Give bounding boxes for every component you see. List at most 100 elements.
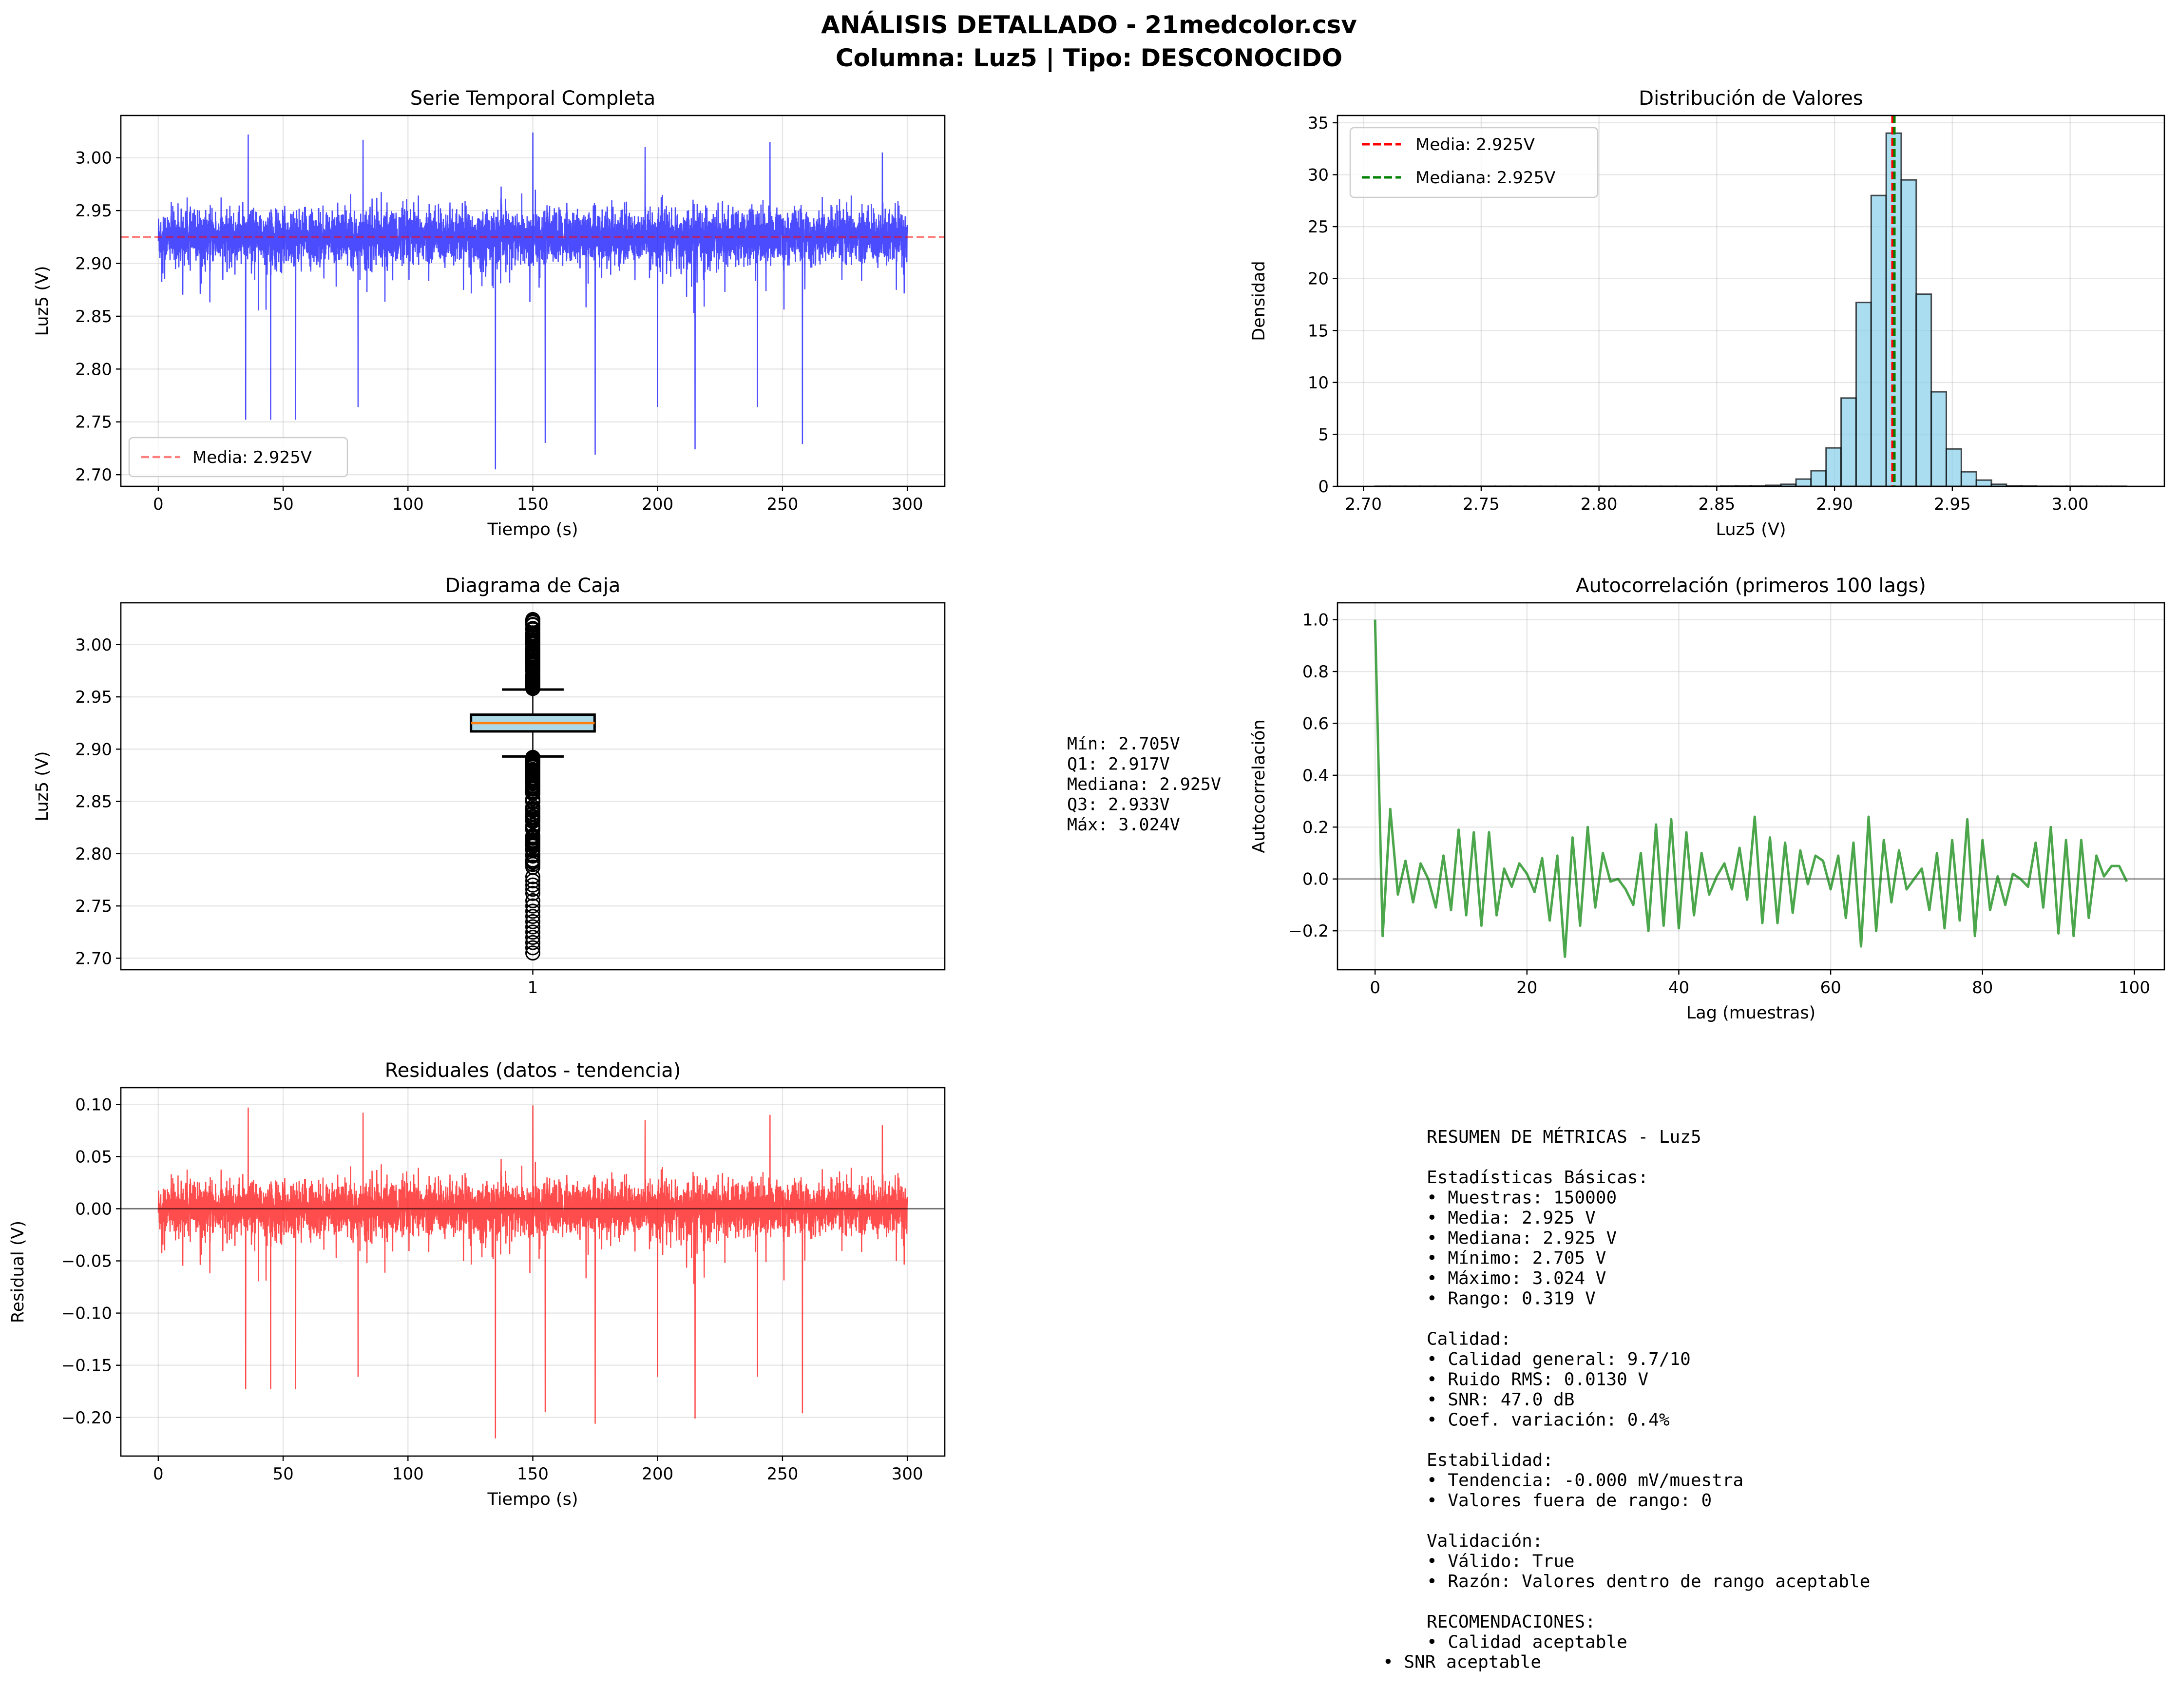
x-tick-label: 200 <box>642 495 673 514</box>
y-tick-label: −0.05 <box>61 1252 112 1271</box>
y-tick-label: 2.95 <box>75 688 112 707</box>
outlier-marker <box>525 914 540 929</box>
figure-title-line2: Columna: Luz5 | Tipo: DESCONOCIDO <box>836 44 1342 72</box>
outlier-marker <box>525 672 540 688</box>
x-tick-label: 20 <box>1516 978 1537 998</box>
axes-frame <box>1337 115 2165 487</box>
histogram-bar <box>1915 293 1932 487</box>
outlier-marker <box>525 929 540 945</box>
metrics-section-heading: Validación: <box>1427 1531 1543 1551</box>
y-tick-label: 3.00 <box>75 149 112 168</box>
outlier-marker <box>525 935 540 950</box>
histogram-bar <box>1900 179 1917 487</box>
residual-line <box>157 1105 908 1439</box>
y-axis-label: Luz5 (V) <box>33 266 52 336</box>
x-tick-label: 250 <box>766 495 798 514</box>
legend-mean-label: Media: 2.925V <box>192 448 312 467</box>
y-tick-label: 10 <box>1308 373 1329 393</box>
legend-label: Mediana: 2.925V <box>1415 168 1555 188</box>
metrics-item: • Muestras: 150000 <box>1427 1188 1617 1208</box>
outlier-marker <box>525 813 540 828</box>
histogram-bar <box>1870 194 1887 487</box>
outlier-marker <box>525 657 540 672</box>
box-stat-line: Máx: 3.024V <box>1067 815 1180 835</box>
chart-panel-4: 0 20 40 60 80 100 −0.2 0.0 0.2 0.4 0.6 0.8 1.0 Autoco… <box>1249 575 2165 1023</box>
y-tick-label: 3.00 <box>75 635 112 655</box>
y-axis-label: Residual (V) <box>8 1221 28 1323</box>
legend-label: Media: 2.925V <box>1415 135 1535 154</box>
plot-area <box>121 132 945 470</box>
outlier-marker <box>525 882 540 897</box>
metrics-item: • Rango: 0.319 V <box>1427 1289 1596 1309</box>
histogram-bar <box>1930 391 1947 487</box>
x-tick-label: 300 <box>892 1464 923 1484</box>
y-tick-label: 2.95 <box>75 201 112 221</box>
metrics-item: • Media: 2.925 V <box>1427 1208 1596 1228</box>
metrics-item: • Máximo: 3.024 V <box>1427 1268 1606 1288</box>
y-tick-label: 0.05 <box>75 1147 112 1167</box>
x-tick-label: 300 <box>892 495 923 514</box>
y-axis-label: Densidad <box>1249 261 1269 341</box>
y-tick-label: 0.10 <box>75 1095 112 1114</box>
metrics-item: • Coef. variación: 0.4% <box>1427 1410 1670 1430</box>
y-axis-label: Autocorrelación <box>1249 719 1269 853</box>
box-stat-line: Mediana: 2.925V <box>1067 775 1221 794</box>
box-stat-line: Q3: 2.933V <box>1067 795 1170 815</box>
x-tick-label: 2.95 <box>1934 495 1971 514</box>
metrics-section-heading: Estabilidad: <box>1427 1450 1553 1470</box>
x-tick-label: 0 <box>153 495 164 514</box>
y-tick-label: 0.4 <box>1302 766 1329 786</box>
histogram-bar <box>1810 470 1827 487</box>
axes-frame <box>120 1087 946 1457</box>
outlier-marker <box>525 909 540 924</box>
x-tick-label: 200 <box>642 1464 673 1484</box>
metrics-item: • Ruido RMS: 0.0130 V <box>1427 1369 1648 1389</box>
y-tick-label: 35 <box>1308 114 1329 133</box>
y-tick-label: 1.0 <box>1302 611 1329 630</box>
outlier-marker <box>525 869 540 884</box>
y-tick-label: 2.75 <box>75 413 112 432</box>
y-tick-label: 20 <box>1308 269 1329 289</box>
x-axis-label: Tiempo (s) <box>487 520 578 539</box>
y-tick-label: 0.2 <box>1302 818 1329 837</box>
x-tick-label: 2.85 <box>1699 495 1736 514</box>
metrics-summary: RESUMEN DE MÉTRICAS - Luz5 Estadísticas B… <box>1383 1127 1870 1672</box>
outlier-marker <box>525 885 540 901</box>
y-tick-label: −0.20 <box>61 1408 112 1428</box>
axes-frame <box>120 115 946 487</box>
x-tick-label: 100 <box>392 495 424 514</box>
y-tick-label: 2.85 <box>75 307 112 326</box>
box-stat-line: Mín: 2.705V <box>1067 734 1180 754</box>
outlier-marker <box>525 829 540 845</box>
metrics-item: • Razón: Valores dentro de rango aceptab… <box>1427 1572 1870 1592</box>
x-tick-label: 100 <box>2119 978 2150 998</box>
outlier-marker <box>525 854 540 869</box>
y-tick-label: 2.80 <box>75 360 112 379</box>
legend: Media: 2.925V Mediana: 2.925V <box>1349 127 1599 198</box>
x-axis-label: Tiempo (s) <box>487 1490 578 1509</box>
chart-title: Autocorrelación (primeros 100 lags) <box>1576 575 1926 597</box>
x-tick-label: 1 <box>528 978 538 998</box>
x-tick-label: 150 <box>517 1464 549 1484</box>
metrics-item: • Válido: True <box>1427 1551 1574 1571</box>
x-tick-label: 2.80 <box>1581 495 1618 514</box>
histogram-bar <box>1975 479 1992 487</box>
autocorrelation-line <box>1374 619 2128 958</box>
x-tick-label: 2.75 <box>1463 495 1500 514</box>
x-tick-label: 0 <box>153 1464 164 1484</box>
x-tick-label: 2.90 <box>1816 495 1853 514</box>
y-tick-label: −0.10 <box>61 1304 112 1324</box>
histogram-bar <box>1855 302 1872 487</box>
outlier-marker <box>525 877 540 893</box>
plot-area <box>470 612 596 961</box>
x-tick-label: 2.70 <box>1345 495 1382 514</box>
outlier-marker <box>525 778 540 793</box>
x-tick-label: 50 <box>272 495 293 514</box>
metrics-item: • SNR: 47.0 dB <box>1427 1390 1574 1410</box>
chart-panel-1: 0 50 100 150 200 250 300 2.70 2.75 2.80 2.85 2.90 2.… <box>33 87 946 539</box>
x-tick-label: 0 <box>1370 978 1380 998</box>
outlier-marker <box>525 924 540 940</box>
y-tick-label: 25 <box>1308 217 1329 237</box>
